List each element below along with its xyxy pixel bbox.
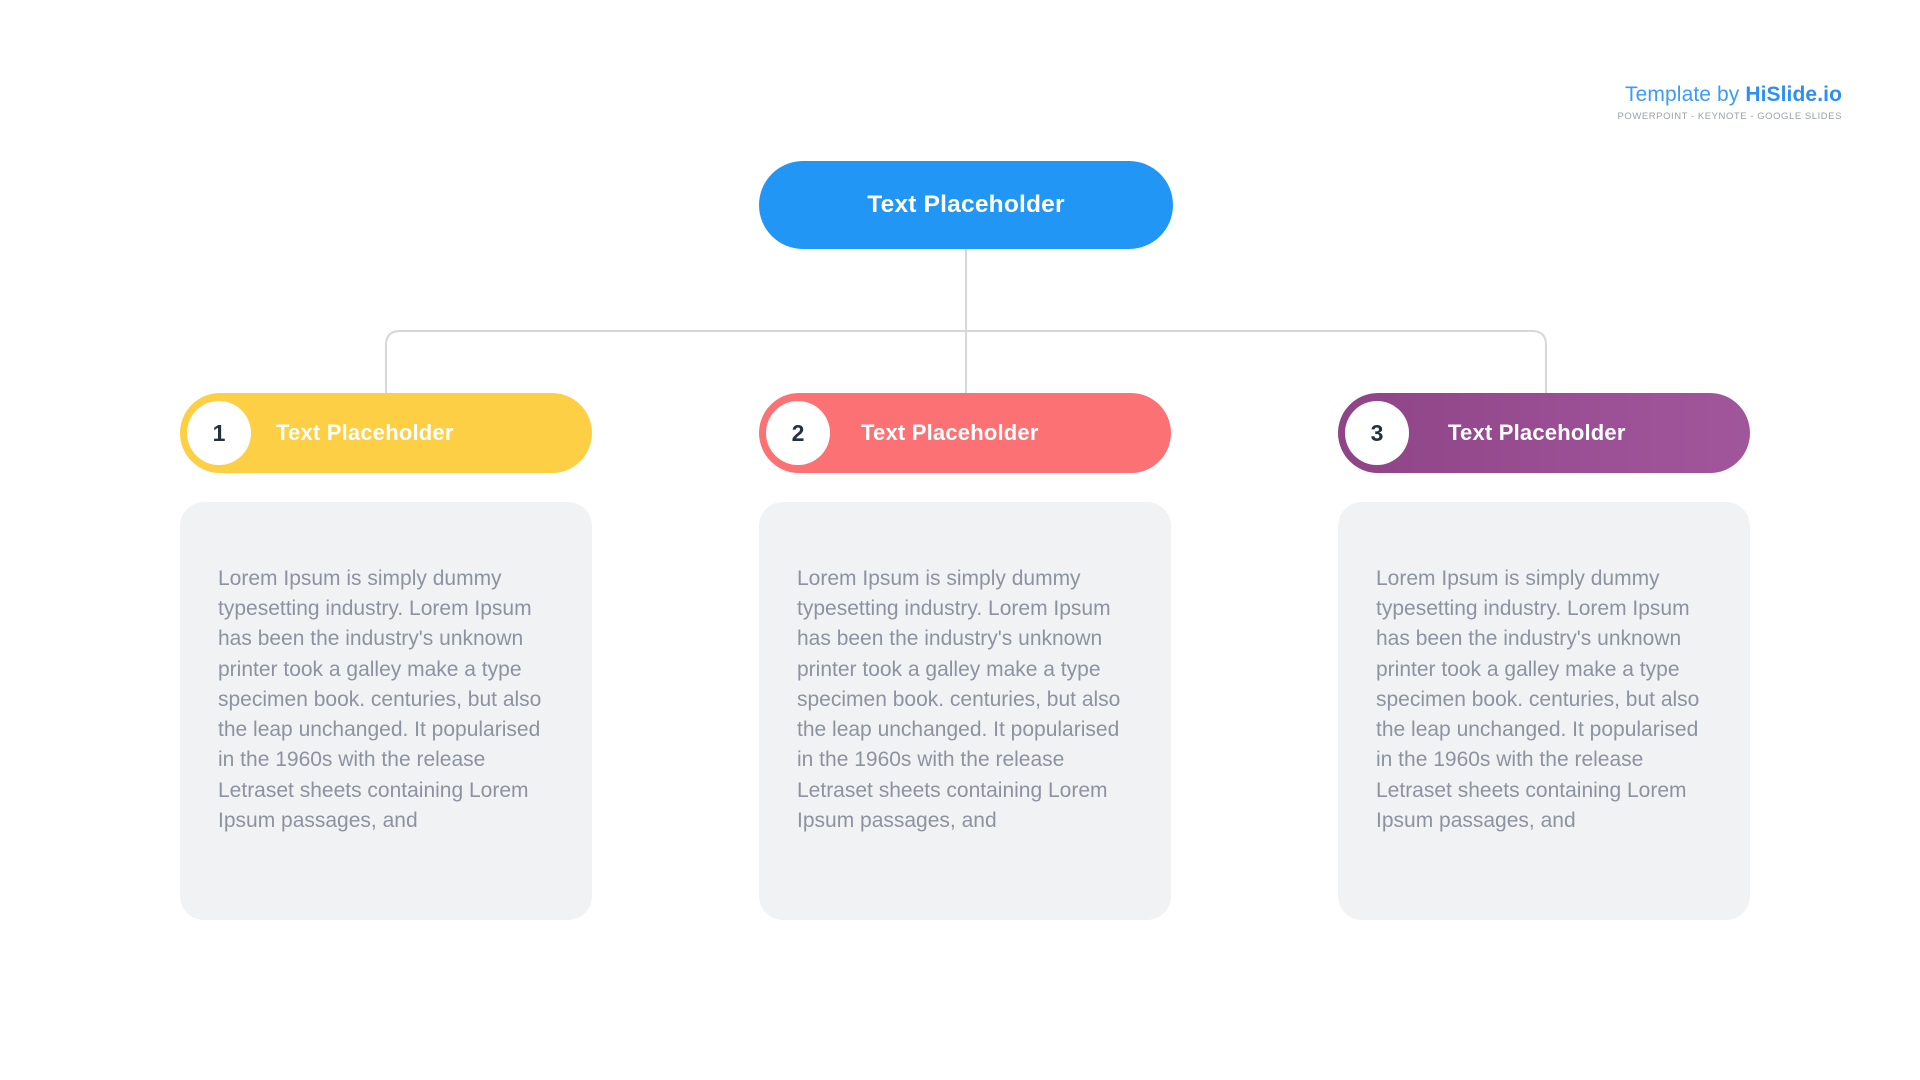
root-node-label: Text Placeholder (867, 191, 1065, 218)
branch-number-badge-3: 3 (1345, 401, 1409, 465)
branding-subtitle: POWERPOINT - KEYNOTE - GOOGLE SLIDES (1617, 111, 1842, 122)
branding: Template by HiSlide.io POWERPOINT - KEYN… (1618, 84, 1842, 122)
branch-label-1: Text Placeholder (276, 420, 454, 445)
branding-prefix: Template by (1625, 83, 1746, 106)
connector-rail (385, 330, 1547, 393)
branch-header-2[interactable]: 2 Text Placeholder (759, 393, 1171, 473)
branch-column-2: 2 Text Placeholder Lorem Ipsum is simply… (759, 393, 1171, 920)
branch-number-badge-1: 1 (187, 401, 251, 465)
branch-column-1: 1 Text Placeholder Lorem Ipsum is simply… (180, 393, 592, 920)
branch-card-3: Lorem Ipsum is simply dummy typesetting … (1338, 502, 1750, 920)
branch-number-badge-2: 2 (766, 401, 830, 465)
branding-title: Template by HiSlide.io (1618, 84, 1842, 105)
branch-body-text-1: Lorem Ipsum is simply dummy typesetting … (218, 567, 542, 832)
branch-label-2: Text Placeholder (861, 420, 1039, 445)
branch-card-1: Lorem Ipsum is simply dummy typesetting … (180, 502, 592, 920)
branch-body-text-2: Lorem Ipsum is simply dummy typesetting … (797, 567, 1121, 832)
branch-card-2: Lorem Ipsum is simply dummy typesetting … (759, 502, 1171, 920)
branch-label-3: Text Placeholder (1448, 420, 1626, 445)
branding-name: HiSlide.io (1745, 83, 1842, 106)
branch-column-3: 3 Text Placeholder Lorem Ipsum is simply… (1338, 393, 1750, 920)
branch-body-text-3: Lorem Ipsum is simply dummy typesetting … (1376, 567, 1700, 832)
branch-header-3[interactable]: 3 Text Placeholder (1338, 393, 1750, 473)
root-node[interactable]: Text Placeholder (759, 161, 1173, 249)
branch-header-1[interactable]: 1 Text Placeholder (180, 393, 592, 473)
